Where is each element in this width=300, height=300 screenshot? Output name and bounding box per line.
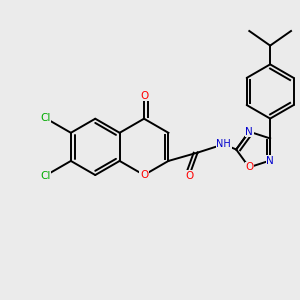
Text: O: O <box>140 91 148 101</box>
Text: O: O <box>140 170 148 180</box>
Text: Cl: Cl <box>40 171 51 181</box>
Text: Cl: Cl <box>40 113 51 123</box>
Text: O: O <box>245 162 253 172</box>
Text: N: N <box>266 155 274 166</box>
Text: N: N <box>245 127 253 136</box>
Text: O: O <box>185 171 194 181</box>
Text: NH: NH <box>216 139 231 149</box>
